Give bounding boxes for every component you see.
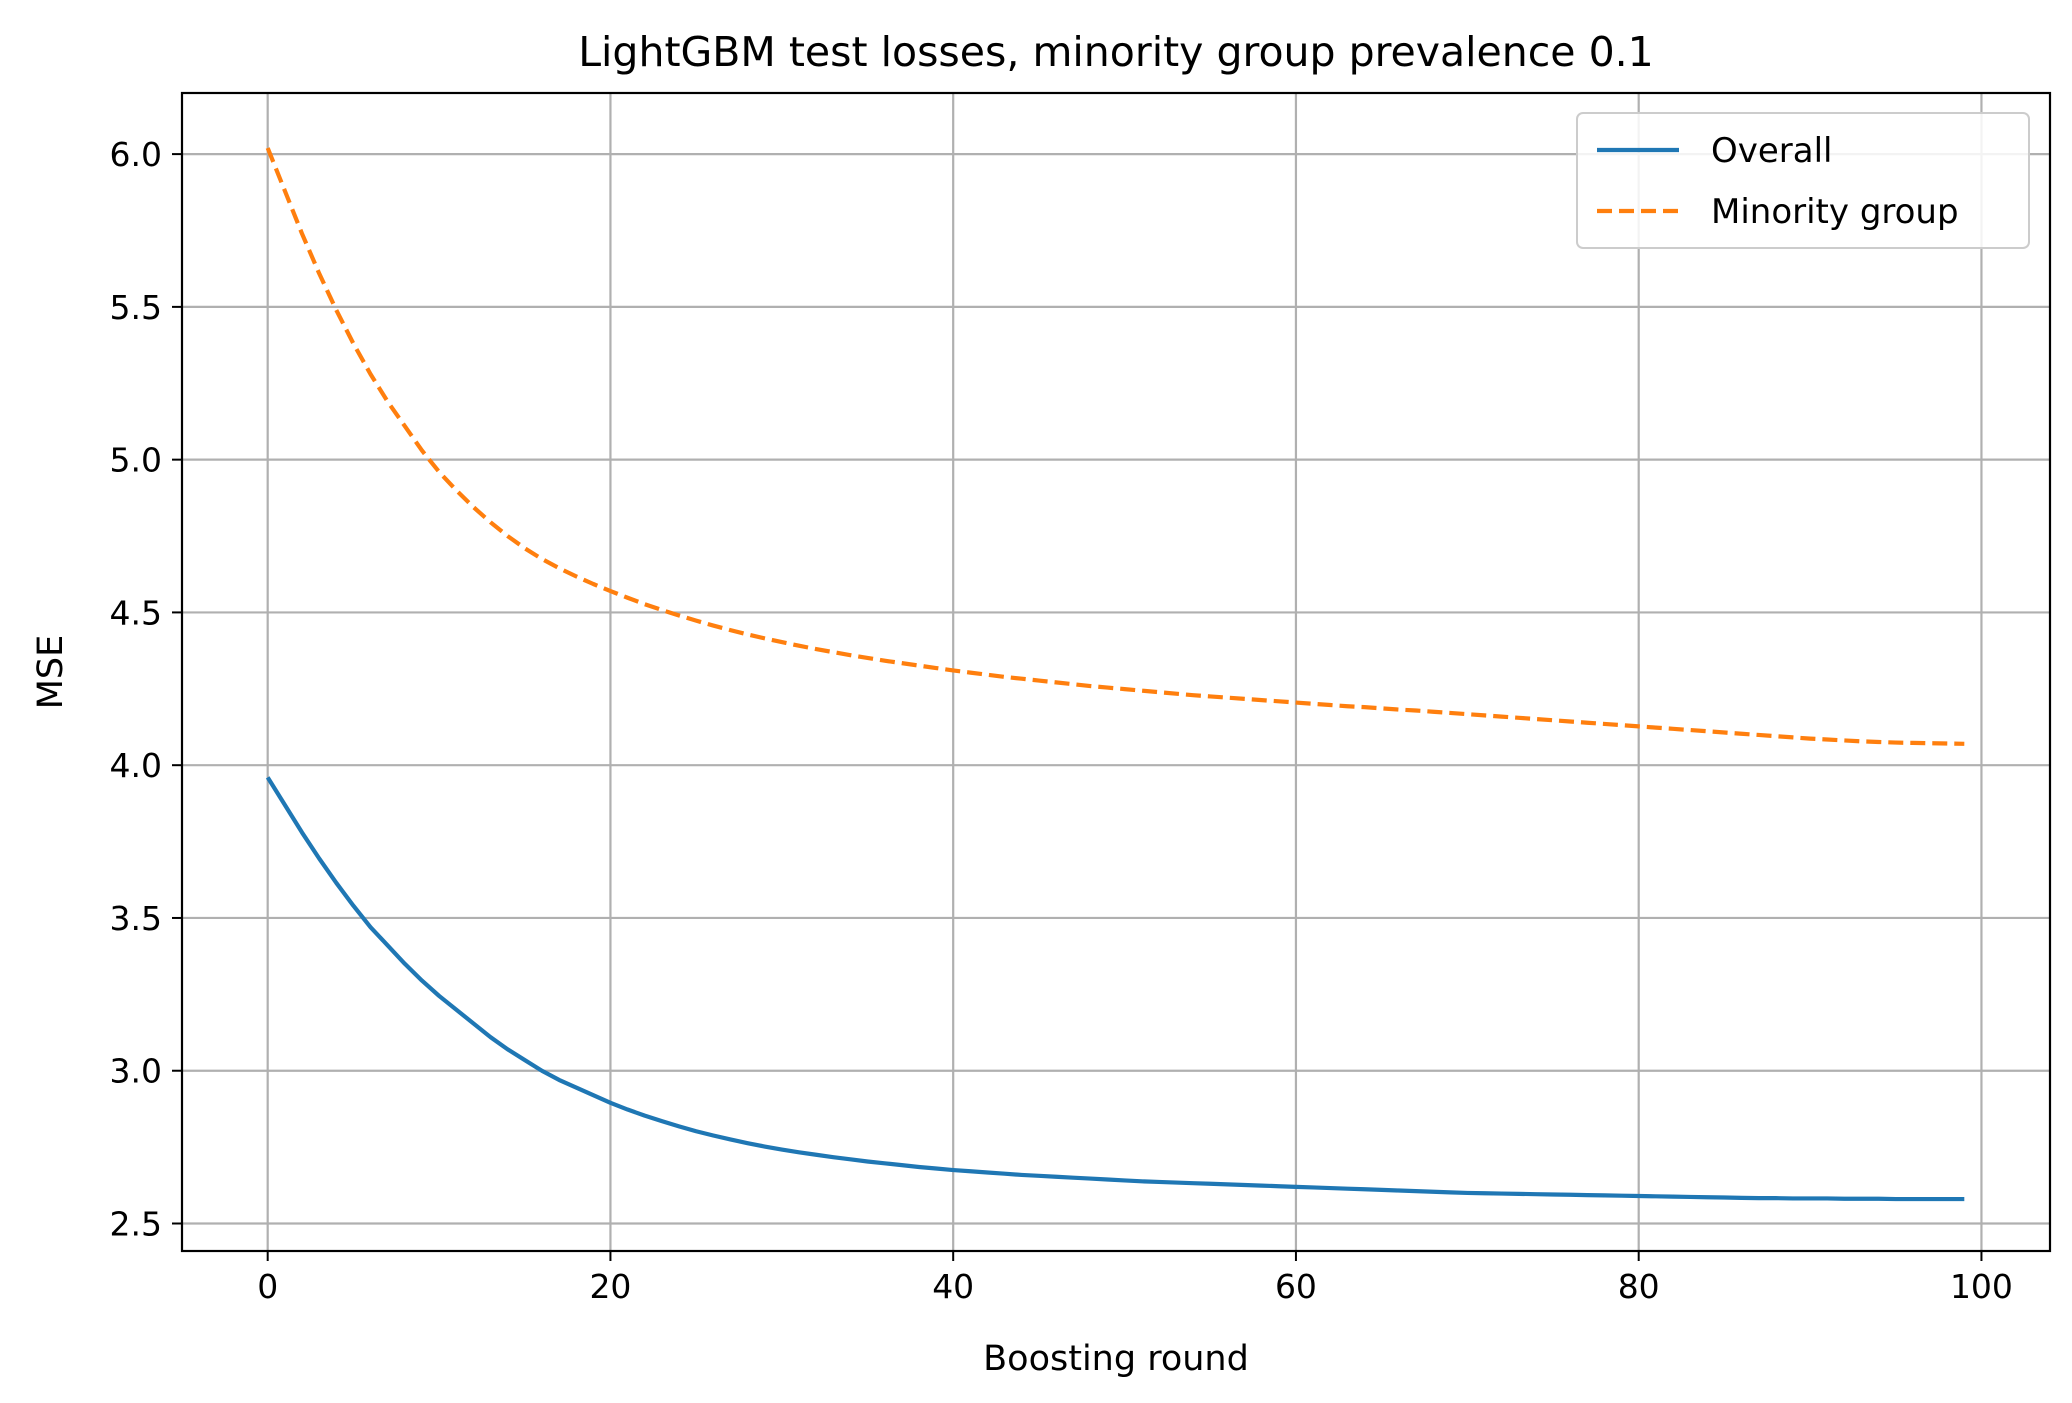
legend-box <box>1576 112 2030 249</box>
legend-label: Minority group <box>1711 192 1959 232</box>
x-tick-label: 0 <box>257 1267 278 1306</box>
y-axis-ticks: 2.5 3.0 3.5 4.0 4.5 5.0 5.5 6.0 <box>110 135 182 1244</box>
x-tick-label: 80 <box>1618 1267 1660 1306</box>
series-line-minority-group <box>265 147 1965 746</box>
legend-label: Overall <box>1711 131 1833 171</box>
y-tick-label: 6.0 <box>110 135 162 174</box>
x-axis-ticks: 0 20 40 60 80 100 <box>257 1251 2013 1306</box>
x-tick-label: 60 <box>1275 1267 1317 1306</box>
y-tick-label: 5.5 <box>110 288 162 327</box>
y-tick-label: 4.0 <box>110 746 162 785</box>
series-line-overall <box>265 776 1965 1202</box>
x-tick-label: 20 <box>589 1267 631 1306</box>
chart-title: LightGBM test losses, minority group pre… <box>578 28 1654 76</box>
y-axis-label: MSE <box>31 635 71 710</box>
y-tick-label: 4.5 <box>110 593 162 632</box>
legend: Overall Minority group <box>1576 112 2030 249</box>
x-axis-label: Boosting round <box>983 1339 1249 1379</box>
y-tick-label: 2.5 <box>110 1205 162 1244</box>
series-layer <box>265 147 1965 1202</box>
plot-frame <box>180 91 2052 1253</box>
y-tick-label: 3.5 <box>110 899 162 938</box>
y-tick-label: 3.0 <box>110 1052 162 1091</box>
y-tick-label: 5.0 <box>110 441 162 480</box>
x-tick-label: 100 <box>1950 1267 2013 1306</box>
x-tick-label: 40 <box>932 1267 974 1306</box>
